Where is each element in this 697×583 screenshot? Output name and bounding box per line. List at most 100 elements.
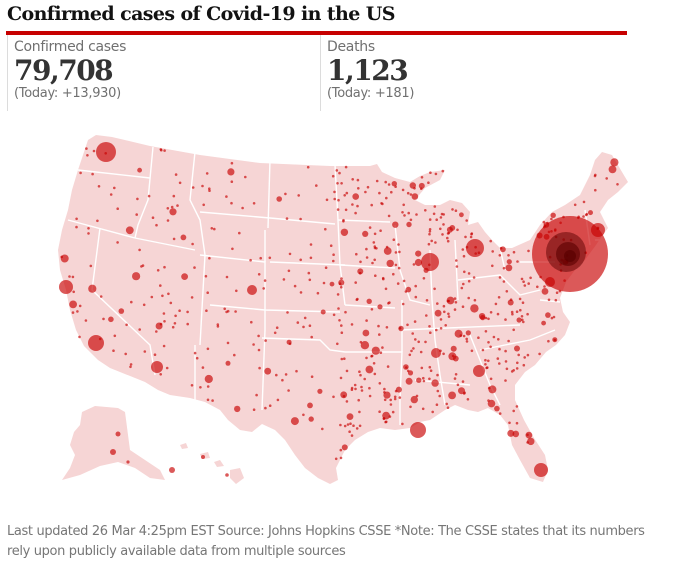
state-border-line xyxy=(469,334,501,406)
county-bubble xyxy=(339,376,343,380)
county-bubble xyxy=(379,229,382,232)
county-bubble xyxy=(394,263,398,267)
county-bubble xyxy=(325,198,329,202)
county-bubble xyxy=(373,258,377,262)
county-bubble xyxy=(356,204,359,208)
county-bubble xyxy=(302,413,305,417)
county-bubble xyxy=(206,347,210,351)
county-bubble xyxy=(392,238,396,241)
county-bubble xyxy=(420,176,424,179)
county-bubble xyxy=(303,316,307,320)
county-bubble xyxy=(459,212,464,218)
hotspot-bubble-atlanta-area xyxy=(473,365,485,377)
county-bubble xyxy=(473,298,477,302)
county-bubble xyxy=(230,161,234,165)
county-bubble xyxy=(497,296,501,299)
county-bubble xyxy=(249,258,252,262)
state-border-line xyxy=(344,304,396,309)
county-bubble xyxy=(343,194,347,197)
us-bubble-map xyxy=(58,135,628,484)
county-bubble xyxy=(165,366,169,370)
state-border-line xyxy=(261,337,346,353)
county-bubble xyxy=(340,324,343,327)
county-bubble xyxy=(430,239,434,243)
county-bubble xyxy=(512,430,520,438)
county-bubble xyxy=(169,301,173,305)
county-bubble xyxy=(340,357,344,361)
state-border-line xyxy=(261,329,266,411)
county-bubble xyxy=(227,168,235,176)
county-bubble xyxy=(508,421,511,425)
county-bubble xyxy=(477,336,480,340)
state-border-line xyxy=(199,211,336,225)
county-bubble xyxy=(333,197,337,201)
county-bubble xyxy=(286,339,292,345)
county-bubble xyxy=(166,207,170,210)
county-bubble xyxy=(180,234,187,241)
county-bubble xyxy=(124,352,127,356)
county-bubble xyxy=(439,318,443,321)
county-bubble xyxy=(252,202,256,205)
county-bubble xyxy=(275,326,279,330)
county-bubble xyxy=(353,383,357,387)
county-bubble xyxy=(424,209,427,212)
county-bubble xyxy=(383,391,386,394)
county-bubble xyxy=(295,369,298,373)
county-bubble xyxy=(387,183,391,186)
county-bubble xyxy=(460,286,464,290)
county-bubble xyxy=(520,315,524,318)
county-bubble xyxy=(96,219,99,223)
county-bubble xyxy=(201,455,205,459)
county-bubble xyxy=(76,310,79,313)
county-bubble xyxy=(358,370,361,374)
state-border-line xyxy=(269,261,346,266)
county-bubble xyxy=(484,358,487,362)
county-bubble xyxy=(428,230,432,233)
county-bubble xyxy=(321,427,324,431)
hotspot-core-nyc xyxy=(564,250,576,262)
county-bubble xyxy=(97,185,101,188)
county-bubble xyxy=(285,217,289,220)
state-border-line xyxy=(539,299,561,303)
county-bubble xyxy=(419,350,423,354)
county-bubble xyxy=(351,203,354,206)
county-bubble xyxy=(190,384,194,387)
county-bubble xyxy=(429,331,432,335)
county-bubble xyxy=(233,353,236,357)
county-bubble xyxy=(507,299,514,306)
county-bubble xyxy=(213,227,216,231)
county-bubble xyxy=(507,339,510,343)
hotspot-bubble-denver-area xyxy=(247,285,257,295)
county-bubble xyxy=(432,212,436,216)
county-bubble xyxy=(357,187,360,190)
county-bubble xyxy=(441,169,445,173)
hotspot-bubble-boston-area xyxy=(591,223,605,237)
county-bubble xyxy=(414,284,418,288)
county-bubble xyxy=(588,210,593,216)
county-bubble xyxy=(342,220,345,223)
county-bubble xyxy=(386,365,390,368)
county-bubble xyxy=(338,171,341,175)
county-bubble xyxy=(408,353,412,357)
county-bubble xyxy=(371,261,374,265)
county-bubble xyxy=(527,282,530,285)
county-bubble xyxy=(360,341,370,350)
county-bubble xyxy=(138,328,141,331)
county-bubble xyxy=(383,398,387,402)
county-bubble xyxy=(391,410,395,414)
county-bubble xyxy=(226,309,230,313)
county-bubble xyxy=(466,398,470,401)
land-layer xyxy=(58,135,628,484)
county-bubble xyxy=(487,386,491,390)
county-bubble xyxy=(467,279,471,283)
state-border-line xyxy=(499,247,506,271)
county-bubble xyxy=(541,288,549,295)
county-bubble xyxy=(336,293,340,296)
county-bubble xyxy=(393,395,397,399)
county-bubble xyxy=(186,310,189,314)
county-bubble xyxy=(181,273,189,280)
state-border-line xyxy=(189,151,206,256)
county-bubble xyxy=(429,171,432,174)
county-bubble xyxy=(286,311,289,314)
county-bubble xyxy=(211,399,214,402)
